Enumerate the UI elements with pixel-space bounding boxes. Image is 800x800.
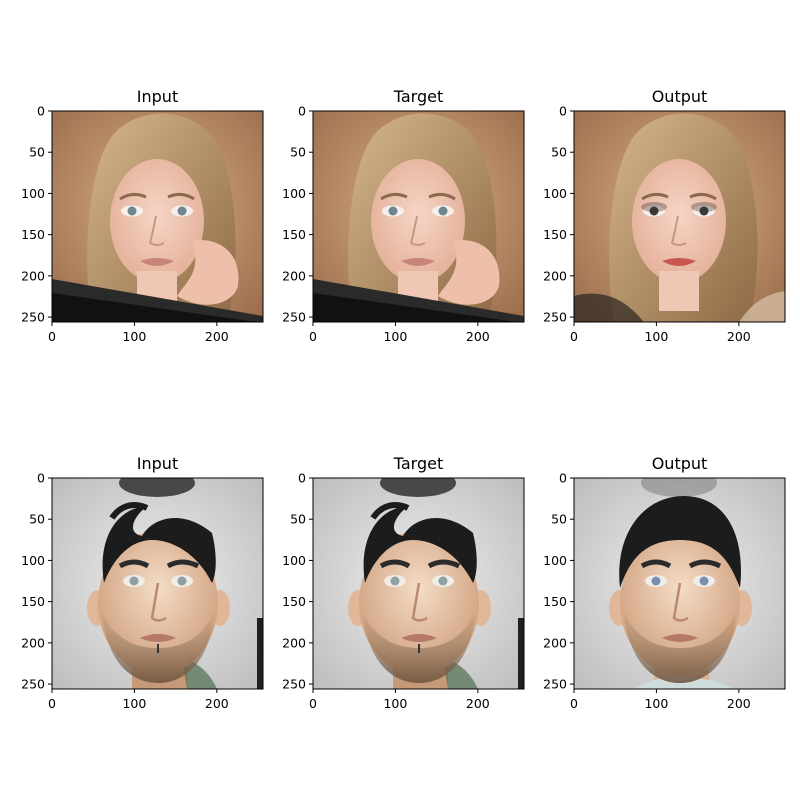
y-tick-label: 50 [551,512,567,527]
x-tick-label: 200 [727,329,751,344]
y-tick-label: 100 [282,553,306,568]
axes-frame [51,477,264,690]
x-tick-label: 200 [205,329,229,344]
y-tick-label: 150 [21,594,45,609]
y-tick-label: 200 [282,635,306,650]
y-tick-label: 0 [559,471,567,486]
x-tick-label: 100 [644,329,668,344]
x-tick-label: 0 [48,329,56,344]
man-face-photo-output [574,478,785,689]
x-tick-label: 0 [48,696,56,711]
subplot-title: Output [652,454,708,473]
y-tick-label: 250 [543,310,567,325]
y-tick-label: 150 [21,227,45,242]
y-tick-label: 0 [559,104,567,119]
y-tick-label: 200 [21,268,45,283]
y-tick-label: 150 [543,594,567,609]
subplot-title: Output [652,87,708,106]
x-tick-label: 200 [727,696,751,711]
x-tick-label: 200 [205,696,229,711]
y-tick-label: 100 [21,553,45,568]
y-tick-label: 0 [298,471,306,486]
y-tick-label: 50 [551,145,567,160]
subplot-title: Target [393,87,444,106]
woman-face-photo-output [574,111,785,322]
x-tick-label: 0 [309,696,317,711]
y-tick-label: 50 [290,512,306,527]
y-tick-label: 0 [298,104,306,119]
x-tick-label: 100 [122,696,146,711]
y-tick-label: 200 [282,268,306,283]
woman-face-photo-input [52,111,263,322]
man-face-photo-target [313,478,524,689]
x-tick-label: 100 [383,696,407,711]
axes-frame [51,110,264,323]
y-tick-label: 100 [543,553,567,568]
y-tick-label: 100 [21,186,45,201]
y-tick-label: 0 [37,104,45,119]
x-tick-label: 200 [466,696,490,711]
x-tick-label: 0 [309,329,317,344]
y-tick-label: 50 [290,145,306,160]
x-tick-label: 0 [570,696,578,711]
axes-frame [573,477,786,690]
y-tick-label: 100 [543,186,567,201]
y-tick-label: 150 [543,227,567,242]
y-tick-label: 50 [29,145,45,160]
y-tick-label: 50 [29,512,45,527]
y-tick-label: 200 [543,268,567,283]
x-tick-label: 100 [122,329,146,344]
y-tick-label: 250 [282,677,306,692]
woman-face-photo-target [313,111,524,322]
y-tick-label: 250 [543,677,567,692]
man-face-photo-input [52,478,263,689]
y-tick-label: 150 [282,227,306,242]
x-tick-label: 200 [466,329,490,344]
x-tick-label: 0 [570,329,578,344]
axes-frame [573,110,786,323]
y-tick-label: 250 [21,310,45,325]
y-tick-label: 250 [282,310,306,325]
axes-frame [312,110,525,323]
y-tick-label: 0 [37,471,45,486]
y-tick-label: 200 [543,635,567,650]
x-tick-label: 100 [644,696,668,711]
subplot-title: Target [393,454,444,473]
subplot-title: Input [137,454,178,473]
y-tick-label: 150 [282,594,306,609]
axes-frame [312,477,525,690]
y-tick-label: 100 [282,186,306,201]
subplot-title: Input [137,87,178,106]
y-tick-label: 200 [21,635,45,650]
y-tick-label: 250 [21,677,45,692]
x-tick-label: 100 [383,329,407,344]
